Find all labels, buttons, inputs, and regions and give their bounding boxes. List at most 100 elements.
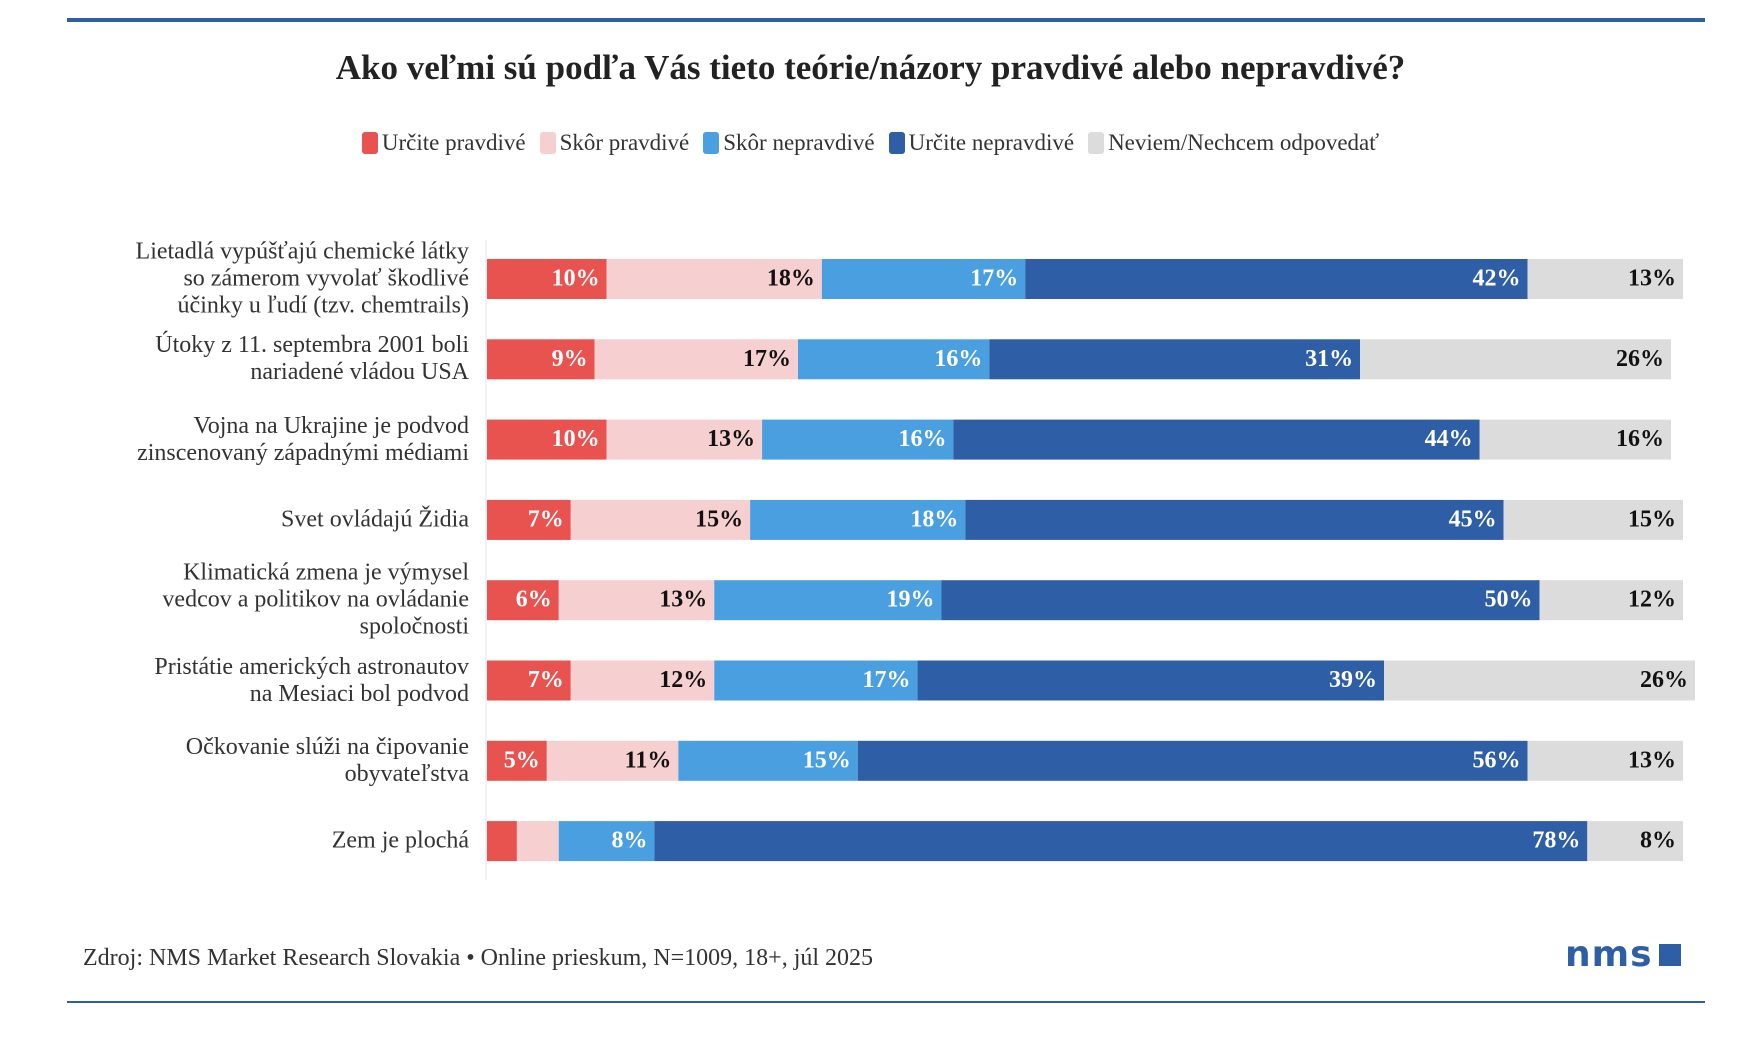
value-label: 17% [863,667,911,693]
bar-segment [1479,419,1672,460]
value-label: 17% [743,346,791,372]
value-label: 13% [707,426,755,452]
logo: nms [1565,934,1681,975]
bar-segment [594,339,798,380]
legend-swatch [539,132,556,154]
logo-text: nms [1565,934,1653,975]
value-label: 44% [1425,426,1473,452]
legend-swatch [361,132,378,154]
value-label: 19% [886,587,934,613]
category-label: Útoky z 11. septembra 2001 boli nariaden… [155,332,469,386]
category-label: Pristátie amerických astronautov na Mesi… [154,653,469,707]
value-label: 17% [970,266,1018,292]
value-label: 15% [803,747,851,773]
bar-segment [857,740,1528,781]
category-label: Vojna na Ukrajine je podvod zinscenovaný… [137,412,469,466]
legend-label: Neviem/Nechcem odpovedať [1108,130,1380,155]
value-label: 7% [528,506,564,532]
value-label: 13% [1628,266,1676,292]
legend-label: Skôr nepravdivé [723,130,875,155]
value-label: 18% [910,506,958,532]
value-label: 15% [1628,506,1676,532]
value-label: 26% [1616,346,1664,372]
chart-title: Ako veľmi sú podľa Vás tieto teórie/názo… [335,48,1406,87]
bar-segment [762,419,954,460]
value-label: 39% [1329,667,1377,693]
value-label: 16% [898,426,946,452]
category-label: Očkovanie slúži na čipovanie obyvateľstv… [185,733,469,787]
legend-item: Neviem/Nechcem odpovedať [1088,130,1379,156]
bar-segment [1384,660,1695,701]
bar-segment [797,339,990,380]
bar-segment [570,499,751,540]
value-label: 11% [625,747,672,773]
legend-swatch [703,132,720,154]
category-label: Klimatická zmena je výmysel vedcov a pol… [162,559,469,640]
bar-segment [487,821,517,862]
bar-segment [941,580,1540,621]
value-label: 12% [1628,587,1676,613]
bar-segment [750,499,966,540]
value-label: 16% [934,346,982,372]
value-label: 10% [552,266,600,292]
bar-segment [487,419,607,460]
legend-item: Skôr nepravdivé [703,130,875,156]
legend-item: Určite nepravdivé [888,130,1075,156]
value-label: 18% [767,266,815,292]
value-label: 78% [1532,828,1580,854]
bar-segment [546,740,679,781]
category-label: Svet ovládajú Židia [281,506,469,533]
bar-segment [965,499,1504,540]
bar-segment [558,580,715,621]
value-label: 15% [695,506,743,532]
bar-segment [570,660,715,701]
bar-segment [917,660,1384,701]
value-label: 6% [516,587,552,613]
bar-segment [1527,259,1683,299]
bar-segment [821,259,1026,299]
legend-item: Skôr pravdivé [539,130,690,156]
bar-segment [558,821,655,862]
legend-label: Určite pravdivé [381,130,526,155]
bar-segment [487,580,559,621]
bar-segment [1025,259,1528,299]
value-label: 13% [1628,747,1676,773]
bar-segment [487,339,595,380]
value-label: 9% [552,346,588,372]
value-label: 45% [1449,506,1497,532]
bar-segment [487,259,607,299]
source: Zdroj: NMS Market Research Slovakia • On… [83,945,874,971]
category-label: Lietadlá vypúšťajú chemické látky so zám… [135,238,469,319]
bar-segment [606,259,822,299]
value-label: 31% [1305,346,1353,372]
legend-label: Skôr pravdivé [559,130,690,155]
legend-label: Určite nepravdivé [908,130,1075,155]
value-label: 42% [1473,266,1521,292]
bar-segment [1527,740,1683,781]
bar-segment [487,499,571,540]
value-label: 13% [659,587,707,613]
bar-segment [606,419,763,460]
bar-segment [714,660,918,701]
legend-swatch [888,132,905,154]
bar-segment [989,339,1361,380]
value-label: 50% [1484,587,1532,613]
value-label: 12% [659,667,707,693]
value-label: 26% [1640,667,1688,693]
bar-segment [714,580,942,621]
bar-segment [1360,339,1672,380]
value-label: 16% [1616,426,1664,452]
value-label: 7% [528,667,564,693]
legend-swatch [1088,132,1105,154]
value-label: 56% [1473,747,1521,773]
bar-segment [1587,821,1683,862]
bar-segment [516,821,559,862]
bar-segment [1539,580,1683,621]
category-label: Zem je plochá [331,827,469,854]
logo-square [1658,944,1681,966]
value-label: 8% [1640,828,1676,854]
legend: Určite pravdivé Skôr pravdivé Skôr nepravd… [0,130,1741,156]
value-label: 10% [552,426,600,452]
